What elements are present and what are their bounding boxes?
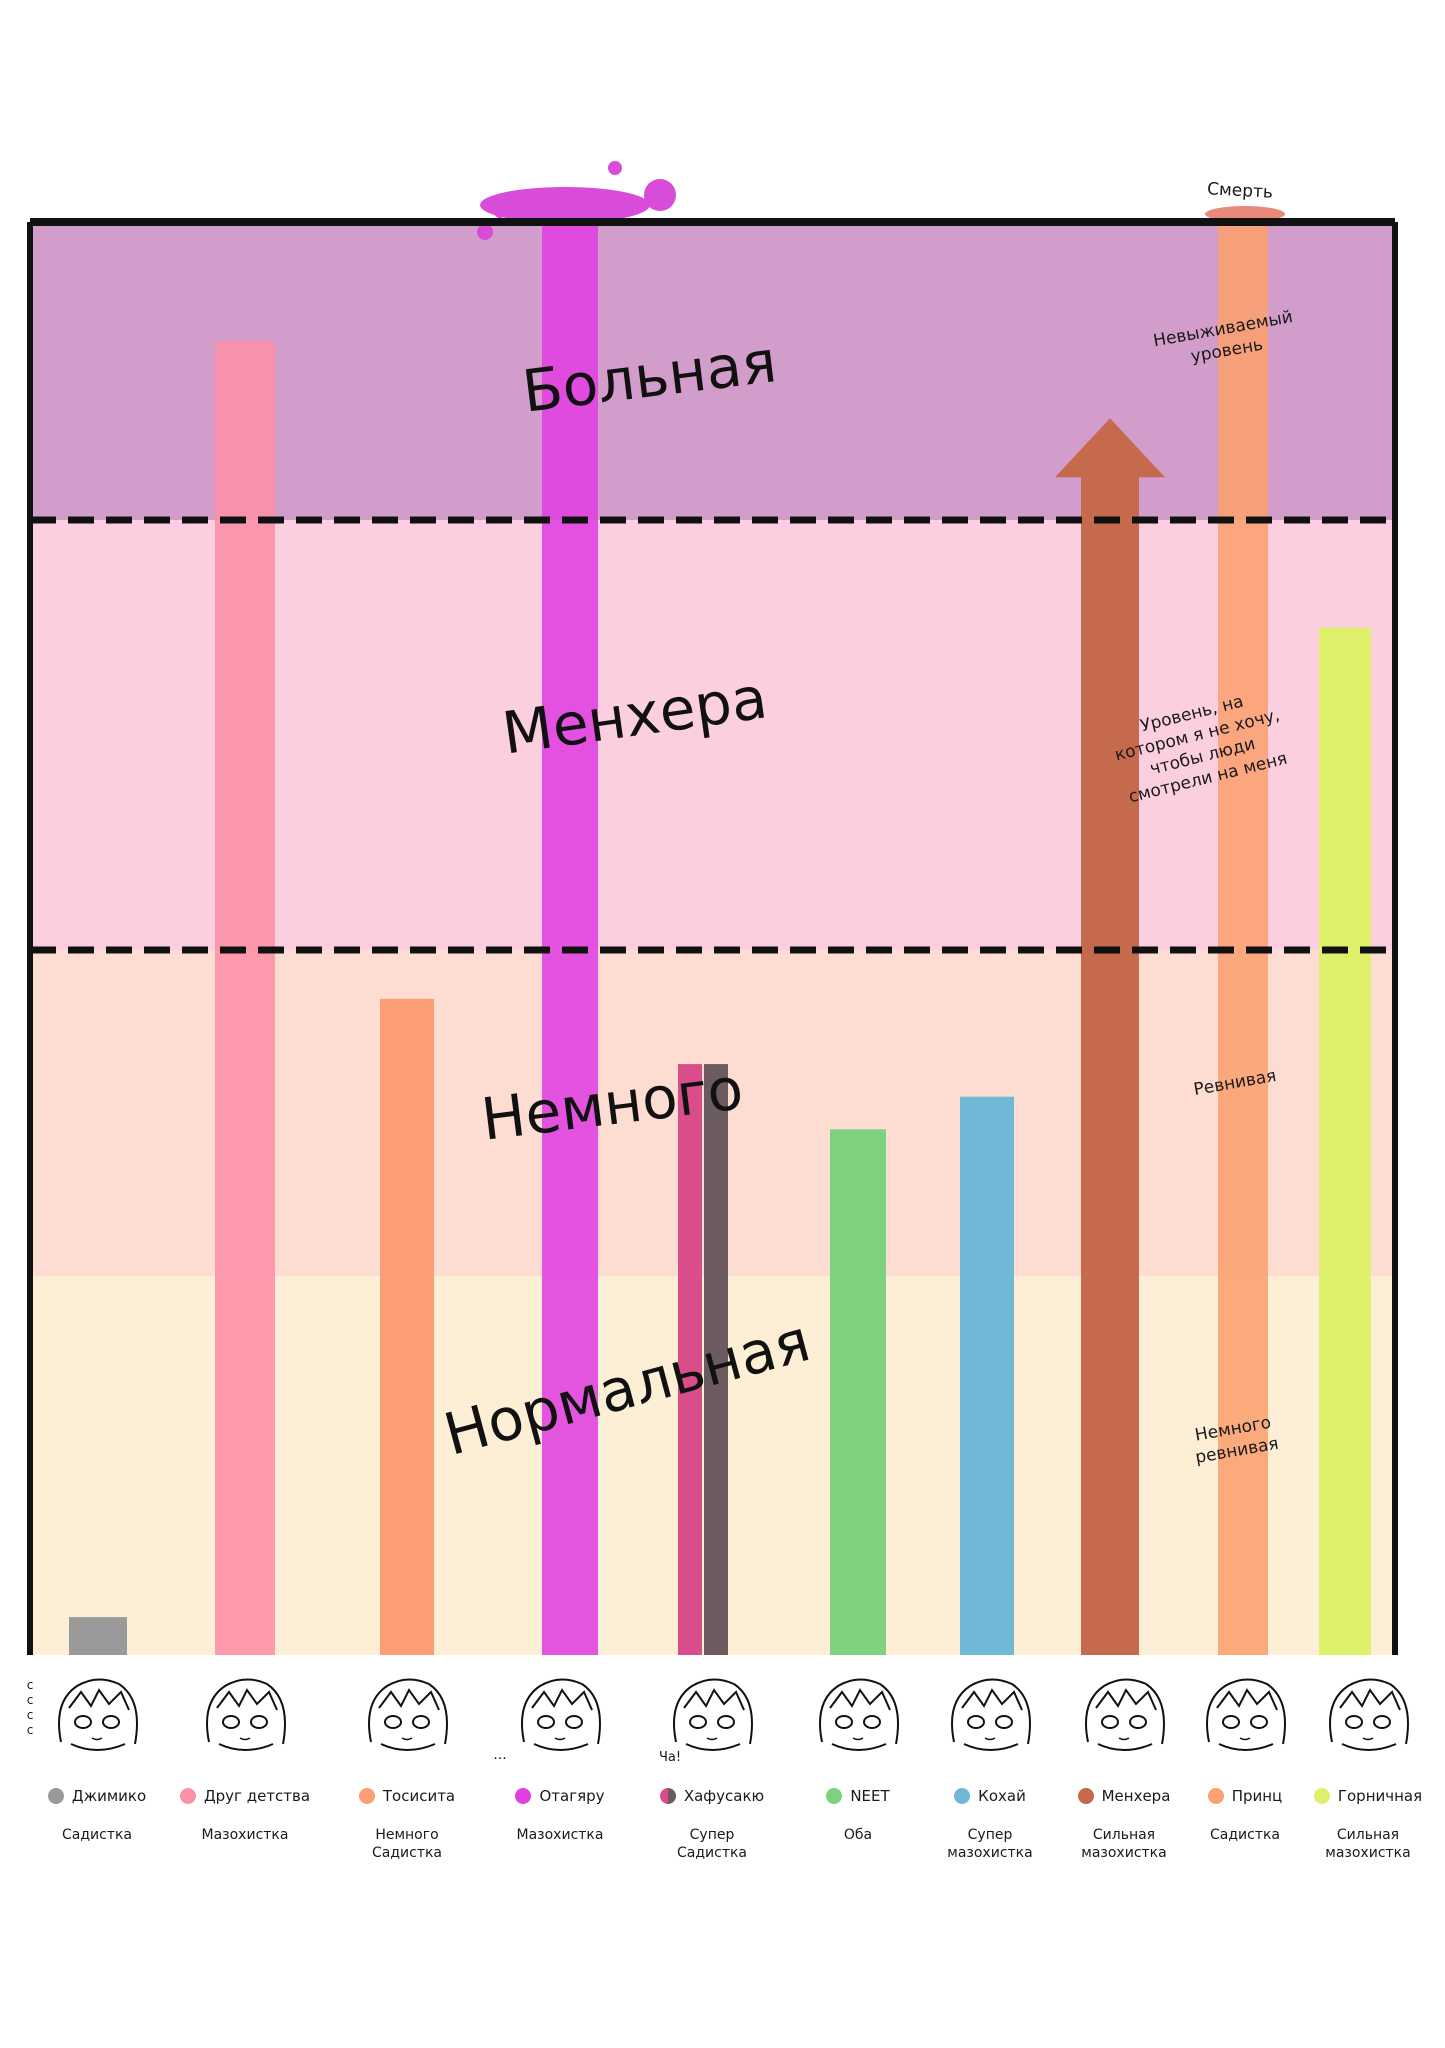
legend-type: Супер мазохистка — [947, 1827, 1033, 1862]
legend-item: NEET Оба — [783, 1784, 933, 1844]
legend-type: Оба — [843, 1827, 873, 1843]
legend-row: Кохай — [915, 1784, 1065, 1808]
bar-9 — [1319, 627, 1371, 1655]
legend-row: Джимико — [22, 1784, 172, 1808]
bar-6 — [960, 1096, 1014, 1655]
legend-name: Джимико — [71, 1787, 147, 1805]
note-ha: Ча! — [658, 1750, 682, 1765]
legend-name: Хафусакю — [683, 1787, 765, 1805]
note-small-c: c c c c — [26, 1678, 34, 1737]
character-face-1 — [195, 1672, 295, 1758]
legend-name: Менхера — [1101, 1787, 1171, 1805]
legend-row: Друг детства — [170, 1784, 320, 1808]
bar-4-b — [704, 1064, 728, 1655]
legend-row: Менхера — [1049, 1784, 1199, 1808]
legend-swatch — [515, 1788, 532, 1804]
bar-arrowhead — [1055, 418, 1165, 478]
legend-item: Джимико Садистка — [22, 1784, 172, 1844]
legend-swatch — [1077, 1788, 1094, 1804]
legend-item: Хафусакю Супер Садистка — [637, 1784, 787, 1862]
legend-type: Садистка — [1209, 1827, 1281, 1843]
legend-name: NEET — [850, 1787, 890, 1805]
legend-row: NEET — [783, 1784, 933, 1808]
legend-type: Супер Садистка — [676, 1827, 748, 1862]
legend-name: Кохай — [978, 1787, 1026, 1805]
character-face-5 — [808, 1672, 908, 1758]
legend-row: Горничная — [1293, 1784, 1443, 1808]
legend-type: Сильная мазохистка — [1081, 1827, 1167, 1862]
legend-name: Друг детства — [203, 1787, 311, 1805]
legend-type: Немного Садистка — [371, 1827, 443, 1862]
character-face-4 — [662, 1672, 762, 1758]
legend-type: Мазохистка — [516, 1827, 604, 1843]
legend-swatch — [1207, 1788, 1224, 1804]
legend-row: Хафусакю — [637, 1784, 787, 1808]
legend-item: Горничная Сильная мазохистка — [1293, 1784, 1443, 1862]
bar-8 — [1218, 222, 1268, 1655]
legend-row: Принц — [1170, 1784, 1320, 1808]
legend-swatch — [179, 1788, 196, 1804]
legend-name: Принц — [1231, 1787, 1283, 1805]
legend-swatch — [47, 1788, 64, 1804]
legend-swatch — [358, 1788, 375, 1804]
legend-item: Отагяру Мазохистка — [485, 1784, 635, 1844]
legend-swatch — [1313, 1788, 1330, 1804]
character-face-6 — [940, 1672, 1040, 1758]
legend-name: Горничная — [1337, 1787, 1423, 1805]
legend-name: Отагяру — [539, 1787, 605, 1805]
legend-item: Менхера Сильная мазохистка — [1049, 1784, 1199, 1862]
bar-2 — [380, 998, 434, 1655]
legend-swatch — [954, 1788, 971, 1804]
bar-4-a — [678, 1064, 702, 1655]
character-face-8 — [1195, 1672, 1295, 1758]
legend-row: Отагяру — [485, 1784, 635, 1808]
bar-5 — [830, 1129, 886, 1655]
legend-type: Садистка — [61, 1827, 133, 1843]
legend-type: Сильная мазохистка — [1325, 1827, 1411, 1862]
legend-item: Принц Садистка — [1170, 1784, 1320, 1844]
character-face-0 — [47, 1672, 147, 1758]
character-face-3 — [510, 1672, 610, 1758]
legend-swatch — [659, 1788, 676, 1804]
bar-0 — [69, 1617, 127, 1655]
legend-item: Друг детства Мазохистка — [170, 1784, 320, 1844]
bar-7 — [1081, 475, 1139, 1655]
character-face-7 — [1074, 1672, 1174, 1758]
legend-swatch — [826, 1788, 843, 1804]
legend-item: Кохай Супер мазохистка — [915, 1784, 1065, 1862]
legend-name: Тосисита — [382, 1787, 456, 1805]
note-dots: ... — [493, 1747, 507, 1763]
legend-type: Мазохистка — [201, 1827, 289, 1843]
character-face-2 — [357, 1672, 457, 1758]
bar-3 — [542, 222, 598, 1655]
legend-row: Тосисита — [332, 1784, 482, 1808]
character-face-9 — [1318, 1672, 1418, 1758]
legend-item: Тосисита Немного Садистка — [332, 1784, 482, 1862]
bar-1 — [215, 341, 275, 1656]
